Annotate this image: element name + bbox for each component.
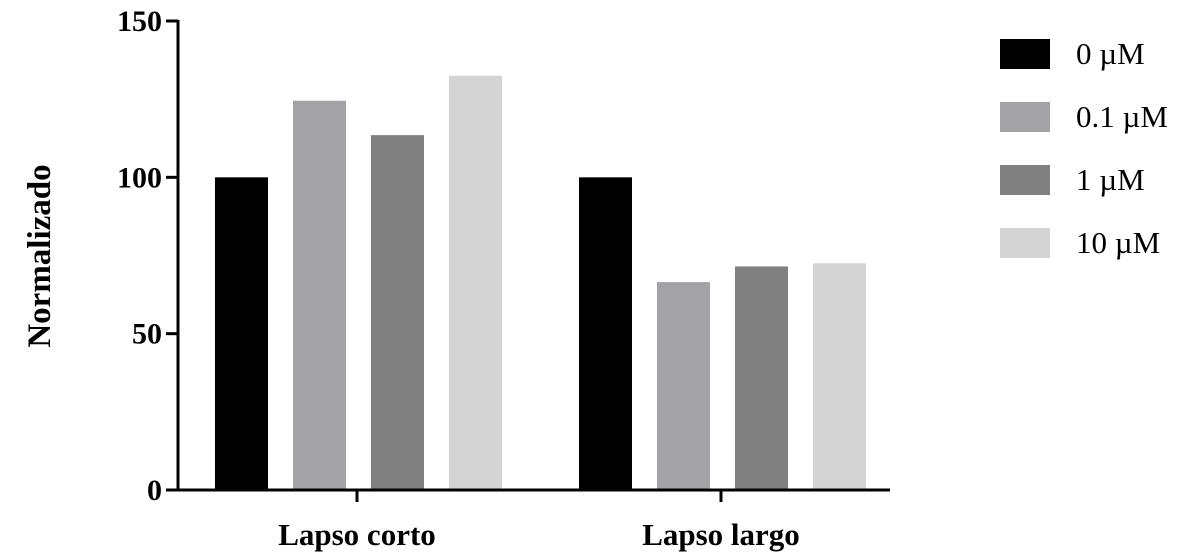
legend-swatch-3 bbox=[1000, 228, 1050, 258]
bar-lapso-largo-series-3 bbox=[813, 263, 866, 490]
y-tick-label-50: 50 bbox=[132, 318, 162, 351]
legend: 0 µM 0.1 µM 1 µM 10 µM bbox=[1000, 36, 1168, 260]
bar-lapso-corto-series-3 bbox=[449, 75, 502, 490]
bar-lapso-largo-series-1 bbox=[657, 282, 710, 490]
bar-lapso-largo-series-0 bbox=[579, 177, 632, 491]
y-axis-title: Normalizado bbox=[22, 164, 58, 347]
bar-lapso-corto-series-2 bbox=[371, 135, 424, 490]
y-tick-label-150: 150 bbox=[117, 5, 162, 38]
bar-lapso-largo-series-2 bbox=[735, 266, 788, 490]
bar-lapso-corto-series-0 bbox=[215, 177, 268, 491]
legend-swatch-1 bbox=[1000, 102, 1050, 132]
x-category-label-1: Lapso largo bbox=[642, 517, 800, 552]
y-tick-label-100: 100 bbox=[117, 161, 162, 194]
legend-label-0: 0 µM bbox=[1076, 36, 1145, 71]
y-tick-label-0: 0 bbox=[147, 474, 162, 507]
bars-group bbox=[215, 75, 866, 491]
legend-label-2: 1 µM bbox=[1076, 162, 1145, 197]
legend-label-1: 0.1 µM bbox=[1076, 99, 1168, 134]
x-category-label-0: Lapso corto bbox=[278, 517, 436, 552]
legend-label-3: 10 µM bbox=[1076, 225, 1160, 260]
axes-group: 0 50 100 150 Lapso corto Lapso largo bbox=[117, 5, 890, 552]
bar-lapso-corto-series-1 bbox=[293, 100, 346, 490]
legend-swatch-2 bbox=[1000, 165, 1050, 195]
legend-swatch-0 bbox=[1000, 39, 1050, 69]
